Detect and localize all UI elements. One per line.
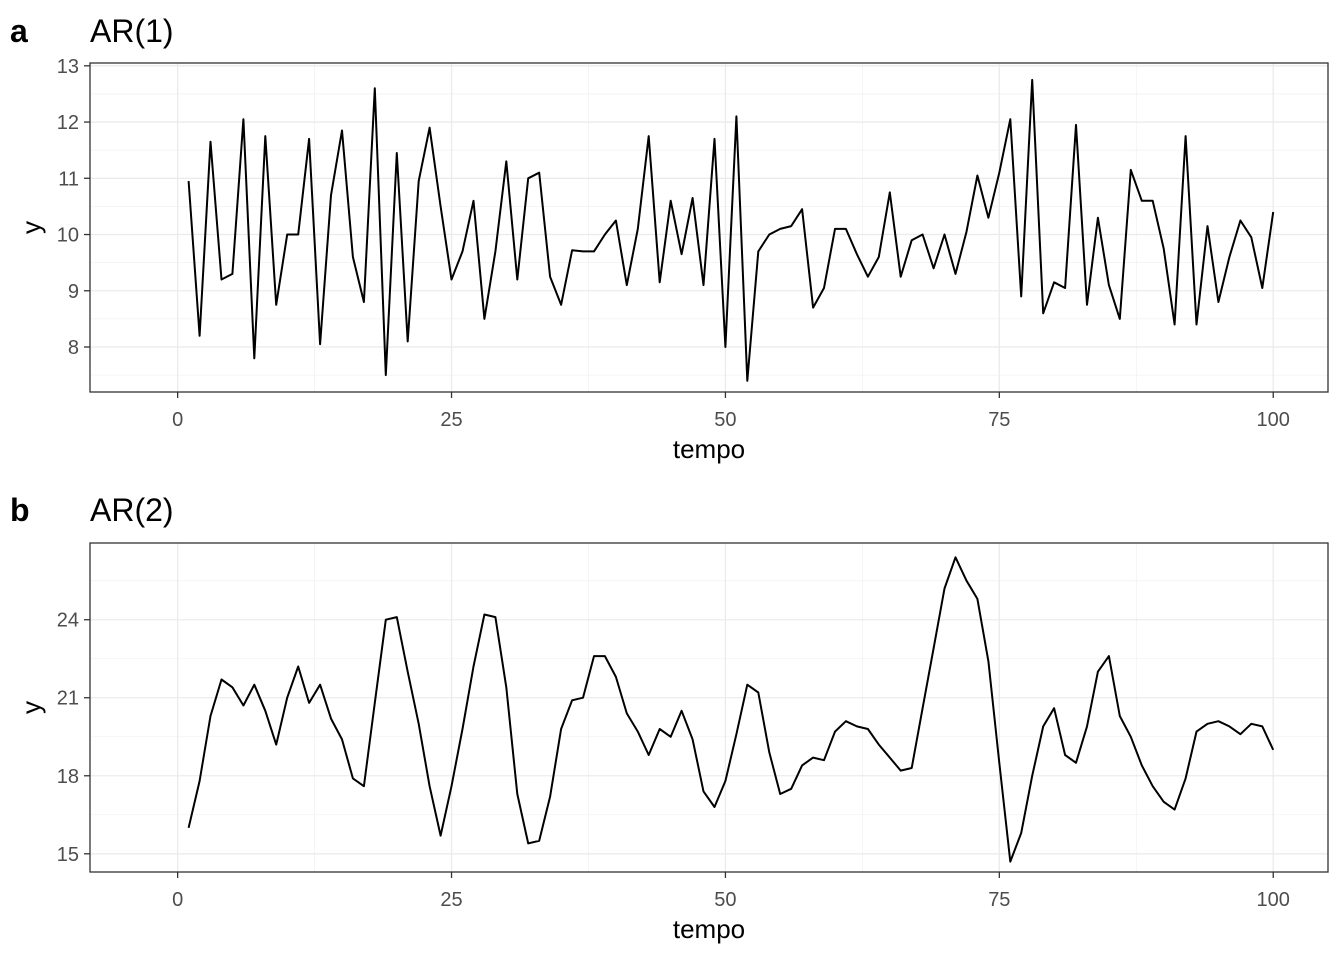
- y-tick-label: 21: [57, 688, 79, 710]
- y-tick-label: 11: [58, 168, 79, 190]
- y-tick-label: 9: [68, 281, 79, 303]
- y-tick-label: 18: [57, 766, 79, 788]
- x-tick-label: 50: [714, 409, 736, 431]
- x-tick-label: 25: [440, 409, 462, 431]
- series-line: [187, 556, 1275, 863]
- y-tick-label: 13: [57, 56, 79, 78]
- series-line: [187, 78, 1275, 382]
- x-tick-label: 75: [988, 889, 1010, 911]
- y-tick-label: 10: [57, 225, 79, 247]
- x-axis-label: tempo: [673, 914, 745, 944]
- x-tick-label: 100: [1257, 409, 1290, 431]
- x-tick-label: 75: [988, 409, 1010, 431]
- chart-panel-b: 0 25 50 75 100 15 18 21 24 tempo y b AR(2): [10, 492, 1329, 944]
- x-tick-label: 0: [172, 889, 183, 911]
- y-tick-label: 8: [68, 337, 79, 359]
- y-axis-label: y: [16, 701, 46, 714]
- x-tick-label: 50: [714, 889, 736, 911]
- x-tick-label: 100: [1257, 889, 1290, 911]
- x-axis-label: tempo: [673, 434, 745, 464]
- panel-tag: b: [10, 492, 30, 528]
- panel-border: [89, 542, 1329, 873]
- y-tick-label: 12: [57, 112, 79, 134]
- y-axis-label: y: [16, 221, 46, 234]
- panel-border: [89, 62, 1329, 393]
- x-tick-label: 0: [172, 409, 183, 431]
- y-tick-label: 15: [57, 844, 79, 866]
- panel-tag: a: [10, 13, 28, 49]
- panel-background: [90, 63, 1328, 392]
- y-tick-label: 24: [57, 610, 79, 632]
- x-tick-label: 25: [440, 889, 462, 911]
- panel-background: [90, 543, 1328, 872]
- chart-title: AR(2): [90, 492, 174, 528]
- chart-title: AR(1): [90, 13, 174, 49]
- chart-panel-a: 0 25 50 75 100 8 9 10 11 12 13 tempo y a AR(1): [10, 13, 1329, 464]
